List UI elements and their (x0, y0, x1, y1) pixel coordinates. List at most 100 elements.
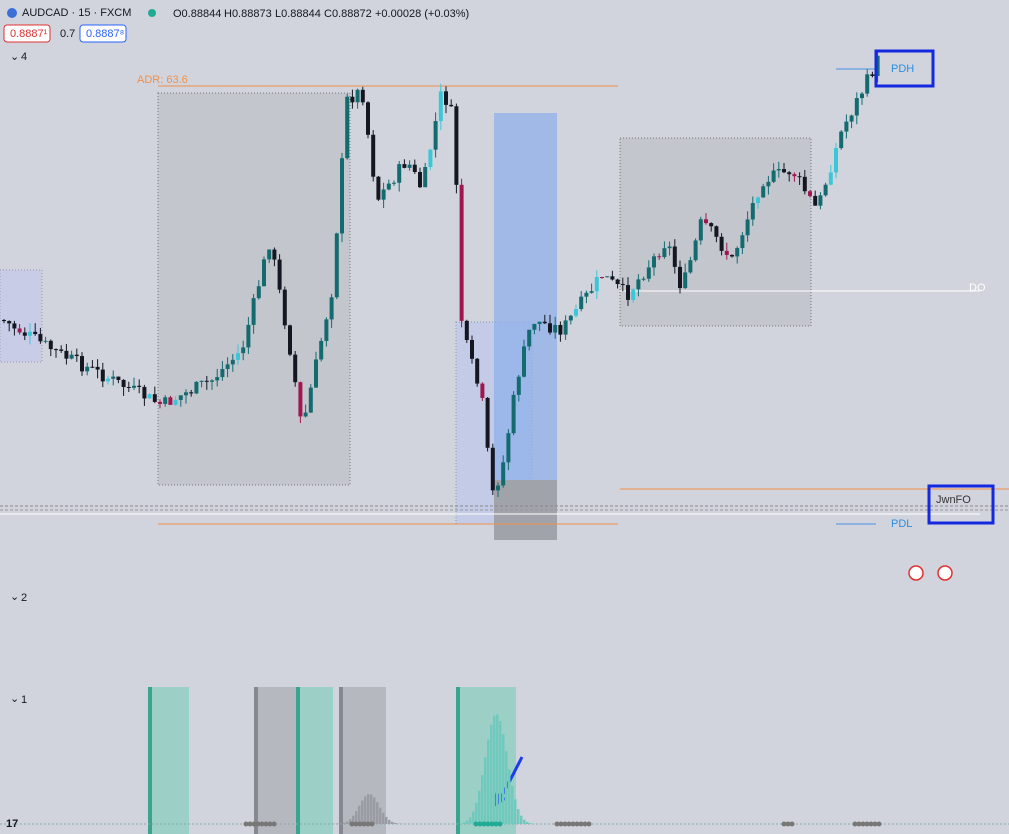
candle (636, 279, 641, 290)
histogram-bar (340, 823, 343, 824)
symbol-icon (7, 8, 17, 18)
candle (158, 401, 162, 404)
histogram-bar (469, 817, 472, 824)
pdh-label: PDH (891, 63, 914, 75)
histogram-bar (367, 794, 370, 824)
range-box (157, 92, 351, 486)
candle (870, 74, 875, 76)
candle (865, 74, 870, 94)
candle (610, 276, 615, 280)
ohlc-change: +0.00028 (+0.03%) (375, 8, 469, 20)
adr-label: ADR: 63.6 (137, 74, 188, 86)
candle (750, 203, 755, 220)
candle (173, 399, 178, 405)
candle (355, 89, 360, 103)
candle (688, 260, 693, 273)
candle (334, 233, 339, 298)
candle (241, 347, 246, 354)
histogram-bar (490, 724, 493, 824)
pane-toggle[interactable]: ⌄ (10, 51, 19, 63)
dot (361, 821, 367, 827)
candle (366, 102, 370, 135)
dot (868, 821, 874, 827)
candle (418, 171, 422, 188)
candle (22, 332, 27, 336)
candle (506, 433, 511, 463)
dot (259, 821, 265, 827)
candle (324, 319, 329, 341)
histogram-bar (523, 819, 526, 824)
dot (789, 821, 795, 827)
candle (402, 164, 407, 168)
candle (693, 240, 698, 261)
dot (267, 821, 273, 827)
candle (288, 325, 292, 355)
ohlc-low: L0.88844 (275, 8, 321, 20)
candle (548, 323, 552, 333)
candle (220, 369, 225, 378)
candle (480, 383, 485, 398)
histogram-bar (364, 796, 367, 824)
histogram-bar (511, 785, 514, 824)
buy-button[interactable] (79, 24, 127, 43)
candle (433, 121, 438, 150)
pane-toggle[interactable]: ⌄ (10, 591, 19, 603)
candle (776, 169, 781, 171)
candle (584, 292, 589, 297)
sell-button[interactable] (3, 24, 51, 43)
histogram-bar (475, 802, 478, 824)
candle (371, 134, 376, 177)
candle (787, 172, 792, 175)
candle (808, 191, 812, 196)
candle (594, 277, 599, 292)
event-icon[interactable] (908, 565, 924, 581)
candle (267, 249, 272, 260)
highlight-box (874, 49, 935, 88)
histogram-bar (352, 815, 355, 824)
candle (646, 267, 651, 279)
candle (532, 323, 537, 330)
pane-number: 4 (21, 51, 27, 63)
candle (386, 183, 391, 190)
candle (2, 320, 6, 322)
dot (357, 821, 363, 827)
histogram-bar (394, 822, 397, 824)
candle (210, 380, 214, 382)
candle (464, 320, 469, 340)
histogram-bar (484, 757, 487, 824)
candle (80, 356, 84, 372)
dot (864, 821, 870, 827)
dot (574, 821, 580, 827)
candle (626, 285, 630, 300)
session-band (254, 687, 296, 834)
candle (412, 164, 417, 172)
histogram-bar (529, 823, 532, 824)
dot (856, 821, 862, 827)
dot (781, 821, 787, 827)
candle (839, 131, 844, 149)
dot (365, 821, 371, 827)
candle (392, 182, 396, 184)
range-box (0, 269, 43, 363)
candle (490, 447, 495, 491)
histogram-bar (496, 714, 499, 824)
candle (444, 91, 448, 105)
candle (641, 278, 646, 280)
candle (714, 226, 719, 237)
candle (168, 397, 173, 405)
dot (247, 821, 253, 827)
band-edge (339, 687, 343, 834)
histogram-bar (526, 821, 529, 824)
event-icon[interactable] (937, 565, 953, 581)
candle (132, 385, 136, 388)
pane-toggle[interactable]: ⌄ (10, 693, 19, 705)
candle (428, 149, 433, 168)
candle (797, 176, 802, 178)
candle (329, 297, 334, 320)
candle (74, 354, 79, 357)
candle (236, 353, 240, 360)
candle (116, 376, 121, 380)
highlight-box (927, 484, 995, 525)
candle (470, 339, 474, 359)
candle (126, 387, 131, 389)
